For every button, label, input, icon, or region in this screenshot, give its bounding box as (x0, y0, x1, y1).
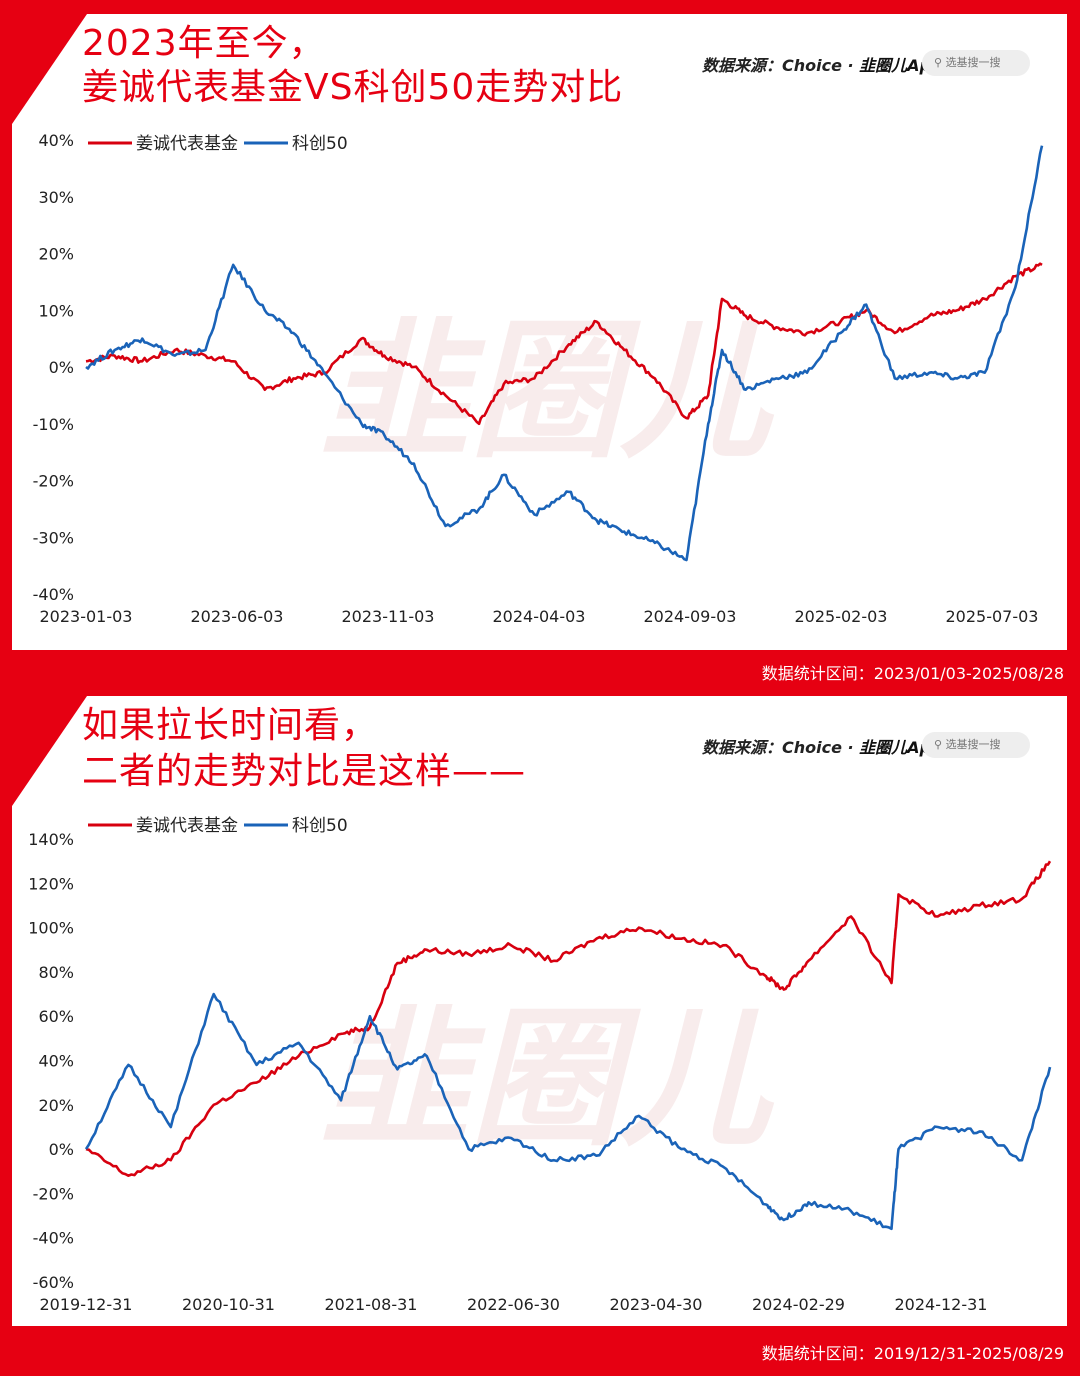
date-range-label: 数据统计区间：2019/12/31-2025/08/29 (761, 1344, 1064, 1363)
y-tick-label: 40% (38, 131, 74, 150)
data-source-label: 数据来源：Choice · (702, 738, 860, 757)
y-tick-label: 10% (38, 301, 74, 320)
x-tick-label: 2025-02-03 (795, 607, 888, 626)
data-source: 数据来源：Choice · 韭圈儿App (702, 734, 942, 758)
series-line (84, 992, 1052, 1231)
y-tick-label: 40% (38, 1052, 74, 1071)
y-tick-label: -40% (33, 1229, 74, 1248)
y-tick-label: -10% (33, 415, 74, 434)
x-tick-label: 2023-06-03 (191, 607, 284, 626)
panel-title-line2: 二者的走势对比是这样—— (82, 751, 527, 792)
y-tick-label: 30% (38, 188, 74, 207)
y-tick-label: 0% (49, 1140, 74, 1159)
y-tick-label: 80% (38, 963, 74, 982)
y-tick-label: -20% (33, 472, 74, 491)
corner-decoration (12, 696, 87, 806)
x-tick-label: 2023-04-30 (610, 1295, 703, 1314)
y-tick-label: 20% (38, 1096, 74, 1115)
panel-title-line1: 2023年至今， (82, 23, 326, 64)
x-tick-label: 2020-10-31 (182, 1295, 275, 1314)
legend-label: 姜诚代表基金 (136, 134, 238, 154)
x-tick-label: 2024-12-31 (895, 1295, 988, 1314)
date-range-label: 数据统计区间：2023/01/03-2025/08/28 (761, 664, 1064, 683)
search-box[interactable]: ⚲ 选基搜一搜 (922, 50, 1030, 76)
series-line (85, 262, 1043, 426)
corner-decoration (12, 14, 87, 124)
series-line (85, 145, 1044, 562)
search-placeholder: 选基搜一搜 (945, 56, 1001, 69)
y-tick-label: -60% (33, 1273, 74, 1292)
x-tick-label: 2022-06-30 (467, 1295, 560, 1314)
x-tick-label: 2024-09-03 (644, 607, 737, 626)
x-tick-label: 2023-11-03 (342, 607, 435, 626)
legend-label: 科创50 (292, 134, 348, 154)
chart-panel-2: 如果拉长时间看， 二者的走势对比是这样—— 数据来源：Choice · 韭圈儿A… (0, 688, 1080, 1376)
y-tick-label: -20% (33, 1184, 74, 1203)
legend-label: 姜诚代表基金 (136, 816, 238, 836)
y-tick-label: 100% (28, 919, 74, 938)
y-tick-label: 0% (49, 358, 74, 377)
x-tick-label: 2024-04-03 (493, 607, 586, 626)
series-line (85, 860, 1052, 1177)
x-tick-label: 2021-08-31 (325, 1295, 418, 1314)
y-tick-label: -30% (33, 528, 74, 547)
search-icon: ⚲ (934, 56, 946, 69)
y-tick-label: 60% (38, 1007, 74, 1026)
data-source: 数据来源：Choice · 韭圈儿App (702, 52, 942, 76)
search-placeholder: 选基搜一搜 (945, 738, 1001, 751)
brand-logo: 韭圈儿App (859, 56, 943, 75)
line-chart-1: 40% 30% 20% 10% 0% -10% -20% -30% -40% 2023-01-03… (33, 131, 1044, 626)
y-tick-label: 120% (28, 874, 74, 893)
x-tick-label: 2019-12-31 (40, 1295, 133, 1314)
x-tick-label: 2023-01-03 (40, 607, 133, 626)
watermark: 韭圈儿 (320, 993, 771, 1167)
panel-title-line2: 姜诚代表基金VS科创50走势对比 (82, 67, 624, 108)
y-tick-label: 140% (28, 830, 74, 849)
y-tick-label: -40% (33, 585, 74, 604)
chart-card-1 (12, 14, 1067, 650)
watermark: 韭圈儿 (320, 305, 771, 479)
panel-title-line1: 如果拉长时间看， (82, 705, 379, 746)
search-icon: ⚲ (934, 738, 946, 751)
data-source-label: 数据来源：Choice · (702, 56, 860, 75)
x-tick-label: 2025-07-03 (946, 607, 1039, 626)
x-tick-label: 2024-02-29 (752, 1295, 845, 1314)
legend-label: 科创50 (292, 816, 348, 836)
chart-panel-1: 2023年至今， 姜诚代表基金VS科创50走势对比 数据来源：Choice · … (12, 14, 1067, 683)
brand-logo: 韭圈儿App (859, 738, 943, 757)
y-tick-label: 20% (38, 245, 74, 264)
search-box[interactable]: ⚲ 选基搜一搜 (922, 732, 1030, 758)
line-chart-2: 140% 120% 100% 80% 60% 40% 20% 0% -20% -40% -60% 20… (28, 816, 1052, 1314)
